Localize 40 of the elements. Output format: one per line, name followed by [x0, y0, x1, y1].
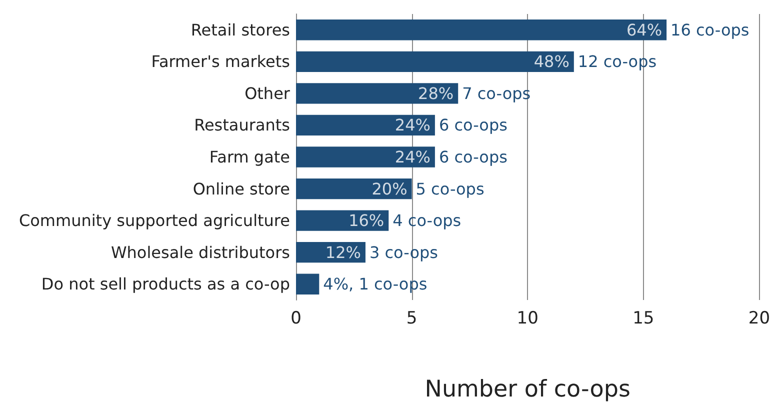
x-axis-title: Number of co-ops — [424, 376, 630, 402]
annotation: 64% — [626, 20, 662, 40]
x-tick-label: 10 — [516, 308, 538, 328]
bar — [296, 210, 389, 231]
bar — [296, 114, 435, 136]
data-label: 3 co-ops — [369, 242, 438, 262]
data-label: 5 co-ops — [416, 179, 484, 198]
y-tick-label: Do not sell products as a co-op — [41, 274, 290, 294]
x-tick-label: 15 — [632, 308, 654, 328]
y-tick-label: Farmer's markets — [151, 52, 290, 72]
y-tick-label: Other — [244, 84, 290, 103]
data-label: 12 co-ops — [578, 52, 657, 72]
annotation: 12% — [325, 242, 361, 262]
y-tick-label: Wholesale distributors — [110, 242, 290, 262]
x-tick-label: 20 — [748, 308, 770, 328]
data-label: 4 co-ops — [392, 211, 462, 230]
annotation: 48% — [534, 52, 570, 72]
annotation: 24% — [394, 148, 430, 166]
y-tick-label: Farm gate — [209, 148, 290, 166]
annotation: 16% — [348, 211, 384, 230]
y-tick-label: Online store — [192, 179, 290, 198]
bar — [296, 20, 667, 40]
data-label: 16 co-ops — [670, 20, 750, 40]
annotation: 24% — [394, 116, 430, 135]
bar — [296, 83, 458, 104]
annotation: 20% — [372, 179, 408, 198]
y-tick-label: Community supported agriculture — [18, 211, 290, 230]
bar — [296, 146, 435, 168]
y-tick-label: Restaurants — [194, 116, 290, 135]
data-label: 6 co-ops — [438, 116, 508, 135]
bar — [296, 51, 574, 72]
data-label: 4%, 1 co-ops — [323, 274, 428, 294]
bar — [296, 274, 320, 294]
annotation: 28% — [418, 84, 454, 103]
bar — [296, 178, 412, 200]
x-tick-label: 5 — [406, 308, 418, 328]
y-tick-label: Retail stores — [190, 20, 290, 40]
data-label: 6 co-ops — [438, 148, 508, 166]
x-tick-label: 0 — [290, 308, 302, 328]
data-label: 7 co-ops — [462, 84, 531, 103]
